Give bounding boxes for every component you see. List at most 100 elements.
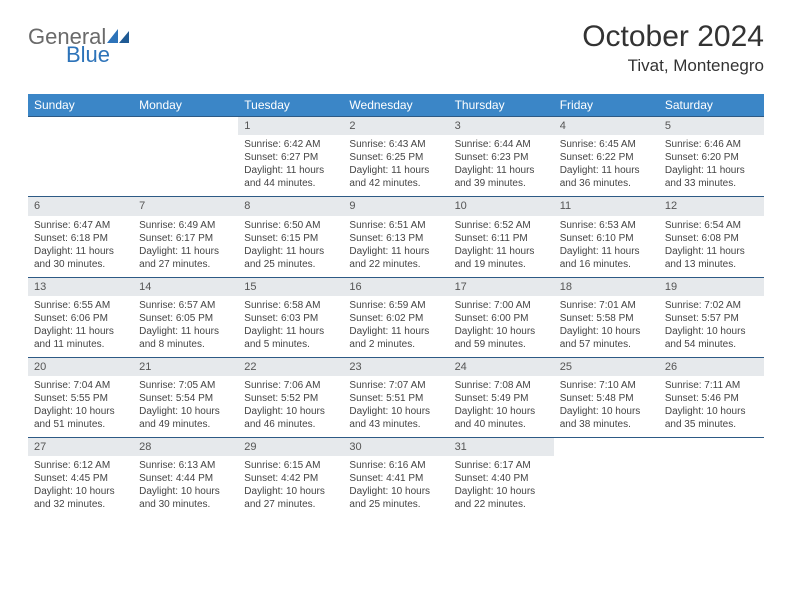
daylight-text: and 13 minutes. (665, 258, 758, 271)
daylight-text: Daylight: 11 hours (560, 164, 653, 177)
sunset-text: Sunset: 5:52 PM (244, 392, 337, 405)
daylight-text: Daylight: 10 hours (560, 405, 653, 418)
calendar-cell: 31Sunrise: 6:17 AMSunset: 4:40 PMDayligh… (449, 438, 554, 518)
daylight-text: Daylight: 10 hours (455, 485, 548, 498)
daylight-text: Daylight: 11 hours (244, 245, 337, 258)
daylight-text: and 2 minutes. (349, 338, 442, 351)
sunrise-text: Sunrise: 7:06 AM (244, 379, 337, 392)
day-body: Sunrise: 7:01 AMSunset: 5:58 PMDaylight:… (554, 296, 659, 357)
calendar-cell: 24Sunrise: 7:08 AMSunset: 5:49 PMDayligh… (449, 357, 554, 437)
daylight-text: and 49 minutes. (139, 418, 232, 431)
day-body (133, 135, 238, 144)
calendar-cell: 7Sunrise: 6:49 AMSunset: 6:17 PMDaylight… (133, 197, 238, 277)
calendar-body: 1Sunrise: 6:42 AMSunset: 6:27 PMDaylight… (28, 117, 764, 518)
calendar-cell: 29Sunrise: 6:15 AMSunset: 4:42 PMDayligh… (238, 438, 343, 518)
calendar-row: 6Sunrise: 6:47 AMSunset: 6:18 PMDaylight… (28, 197, 764, 277)
daylight-text: Daylight: 10 hours (349, 405, 442, 418)
day-body (28, 135, 133, 144)
daylight-text: and 38 minutes. (560, 418, 653, 431)
calendar-cell: 13Sunrise: 6:55 AMSunset: 6:06 PMDayligh… (28, 277, 133, 357)
sunset-text: Sunset: 6:10 PM (560, 232, 653, 245)
daylight-text: Daylight: 11 hours (665, 245, 758, 258)
sunset-text: Sunset: 6:22 PM (560, 151, 653, 164)
calendar-cell: 30Sunrise: 6:16 AMSunset: 4:41 PMDayligh… (343, 438, 448, 518)
calendar-cell: 2Sunrise: 6:43 AMSunset: 6:25 PMDaylight… (343, 117, 448, 197)
weekday-friday: Friday (554, 94, 659, 117)
daylight-text: Daylight: 10 hours (139, 405, 232, 418)
day-number: 16 (343, 278, 448, 296)
calendar-cell: 22Sunrise: 7:06 AMSunset: 5:52 PMDayligh… (238, 357, 343, 437)
sunrise-text: Sunrise: 7:04 AM (34, 379, 127, 392)
month-title: October 2024 (582, 20, 764, 54)
daylight-text: Daylight: 10 hours (455, 405, 548, 418)
day-number: 29 (238, 438, 343, 456)
day-number: 9 (343, 197, 448, 215)
sunrise-text: Sunrise: 6:58 AM (244, 299, 337, 312)
sunset-text: Sunset: 4:44 PM (139, 472, 232, 485)
sunset-text: Sunset: 5:49 PM (455, 392, 548, 405)
sunrise-text: Sunrise: 6:57 AM (139, 299, 232, 312)
day-number: 22 (238, 358, 343, 376)
daylight-text: Daylight: 11 hours (349, 245, 442, 258)
day-number: 31 (449, 438, 554, 456)
day-number: 28 (133, 438, 238, 456)
calendar-cell: 5Sunrise: 6:46 AMSunset: 6:20 PMDaylight… (659, 117, 764, 197)
daylight-text: Daylight: 11 hours (665, 164, 758, 177)
weekday-thursday: Thursday (449, 94, 554, 117)
calendar-cell: 20Sunrise: 7:04 AMSunset: 5:55 PMDayligh… (28, 357, 133, 437)
sunrise-text: Sunrise: 6:49 AM (139, 219, 232, 232)
calendar-cell: 11Sunrise: 6:53 AMSunset: 6:10 PMDayligh… (554, 197, 659, 277)
sunrise-text: Sunrise: 6:51 AM (349, 219, 442, 232)
logo: GeneralBlue (28, 26, 129, 66)
sunset-text: Sunset: 6:11 PM (455, 232, 548, 245)
calendar-cell: 8Sunrise: 6:50 AMSunset: 6:15 PMDaylight… (238, 197, 343, 277)
daylight-text: Daylight: 11 hours (139, 325, 232, 338)
daylight-text: Daylight: 10 hours (34, 405, 127, 418)
day-body: Sunrise: 6:49 AMSunset: 6:17 PMDaylight:… (133, 216, 238, 277)
day-body: Sunrise: 6:15 AMSunset: 4:42 PMDaylight:… (238, 456, 343, 517)
day-body: Sunrise: 7:06 AMSunset: 5:52 PMDaylight:… (238, 376, 343, 437)
day-number (659, 438, 764, 456)
sunrise-text: Sunrise: 6:54 AM (665, 219, 758, 232)
sunset-text: Sunset: 6:05 PM (139, 312, 232, 325)
calendar-row: 13Sunrise: 6:55 AMSunset: 6:06 PMDayligh… (28, 277, 764, 357)
sunrise-text: Sunrise: 7:01 AM (560, 299, 653, 312)
daylight-text: Daylight: 11 hours (455, 164, 548, 177)
day-number: 1 (238, 117, 343, 135)
sunset-text: Sunset: 5:58 PM (560, 312, 653, 325)
day-body: Sunrise: 6:42 AMSunset: 6:27 PMDaylight:… (238, 135, 343, 196)
day-number: 18 (554, 278, 659, 296)
sunrise-text: Sunrise: 6:44 AM (455, 138, 548, 151)
calendar-cell (28, 117, 133, 197)
calendar-cell: 1Sunrise: 6:42 AMSunset: 6:27 PMDaylight… (238, 117, 343, 197)
daylight-text: Daylight: 10 hours (244, 485, 337, 498)
sunrise-text: Sunrise: 6:53 AM (560, 219, 653, 232)
daylight-text: and 54 minutes. (665, 338, 758, 351)
day-number (133, 117, 238, 135)
sunrise-text: Sunrise: 6:46 AM (665, 138, 758, 151)
day-body: Sunrise: 6:16 AMSunset: 4:41 PMDaylight:… (343, 456, 448, 517)
day-body (659, 456, 764, 465)
daylight-text: Daylight: 11 hours (349, 164, 442, 177)
day-body: Sunrise: 7:08 AMSunset: 5:49 PMDaylight:… (449, 376, 554, 437)
calendar-cell: 25Sunrise: 7:10 AMSunset: 5:48 PMDayligh… (554, 357, 659, 437)
daylight-text: and 25 minutes. (349, 498, 442, 511)
title-block: October 2024 Tivat, Montenegro (582, 20, 764, 76)
daylight-text: Daylight: 11 hours (34, 325, 127, 338)
day-number: 23 (343, 358, 448, 376)
daylight-text: Daylight: 11 hours (139, 245, 232, 258)
weekday-tuesday: Tuesday (238, 94, 343, 117)
sunset-text: Sunset: 6:23 PM (455, 151, 548, 164)
daylight-text: and 57 minutes. (560, 338, 653, 351)
day-number: 7 (133, 197, 238, 215)
daylight-text: and 35 minutes. (665, 418, 758, 431)
daylight-text: and 11 minutes. (34, 338, 127, 351)
sunrise-text: Sunrise: 6:43 AM (349, 138, 442, 151)
sunrise-text: Sunrise: 6:12 AM (34, 459, 127, 472)
calendar-cell: 14 Sunrise: 6:57 AMSunset: 6:05 PMDayligh… (133, 277, 238, 357)
calendar-cell: 18Sunrise: 7:01 AMSunset: 5:58 PMDayligh… (554, 277, 659, 357)
day-number: 14 (133, 278, 238, 296)
sunset-text: Sunset: 4:42 PM (244, 472, 337, 485)
calendar-cell: 23Sunrise: 7:07 AMSunset: 5:51 PMDayligh… (343, 357, 448, 437)
day-body: Sunrise: 6:59 AMSunset: 6:02 PMDaylight:… (343, 296, 448, 357)
